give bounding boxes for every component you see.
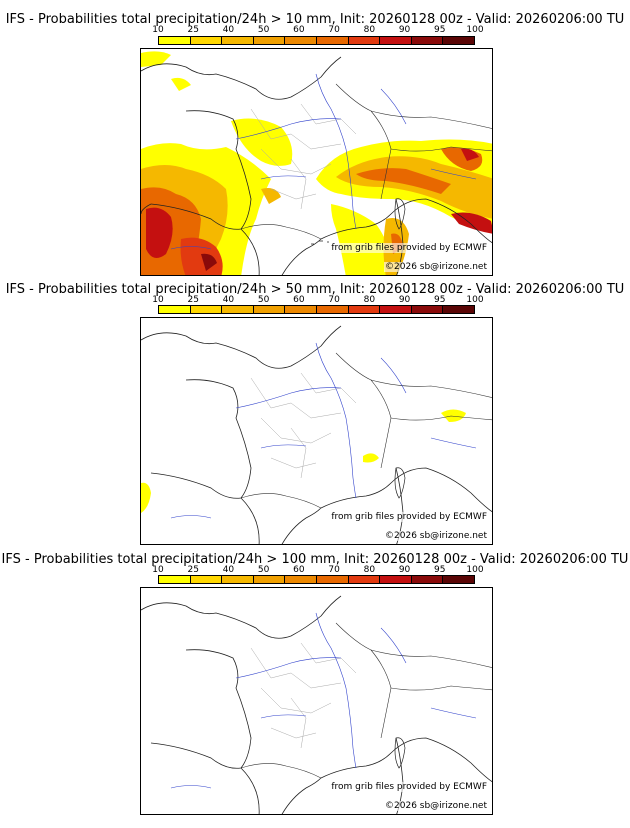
corsica: [394, 467, 406, 499]
credit-copyright: ©2026 sb@irizone.net: [384, 531, 488, 541]
colorbar-tick-label: 70: [328, 295, 340, 305]
colorbar-cell: [253, 37, 286, 44]
colorbar-cell: [316, 576, 349, 583]
regions: [250, 372, 357, 479]
colorbar-tick-label: 25: [187, 565, 199, 575]
colorbar: [158, 305, 475, 314]
colorbar-tick-label: 50: [257, 295, 270, 305]
colorbar-tick-label: 40: [222, 25, 235, 35]
credit-source: from grib files provided by ECMWF: [330, 512, 488, 522]
colorbar-tick-label: 95: [434, 25, 446, 35]
colorbar-cell: [348, 306, 381, 313]
colorbar: [158, 36, 475, 45]
map-graphic: [141, 325, 492, 544]
colorbar-cell: [411, 37, 444, 44]
precip-field: [141, 51, 492, 275]
colorbar-tick-label: 90: [398, 565, 411, 575]
colorbar-cell: [348, 37, 381, 44]
balearic-islands: [311, 240, 329, 245]
regions: [250, 642, 357, 749]
colorbar-tick-label: 80: [363, 565, 376, 575]
colorbar-cell: [190, 306, 223, 313]
colorbar-cell: [285, 37, 317, 44]
colorbar-tick-label: 50: [257, 565, 270, 575]
credit-source: from grib files provided by ECMWF: [330, 243, 488, 253]
colorbar-cell: [159, 37, 191, 44]
colorbar-tick-label: 80: [363, 295, 376, 305]
colorbar-tick-label: 50: [257, 25, 270, 35]
colorbar-cell: [159, 306, 191, 313]
colorbar-tick-label: 100: [466, 565, 484, 575]
colorbar-cell: [253, 306, 286, 313]
corsica: [394, 198, 406, 230]
rivers: [170, 73, 477, 250]
colorbar-tick-label: 40: [222, 295, 235, 305]
colorbar-tick-label: 40: [222, 565, 235, 575]
precip-field: [141, 409, 466, 513]
colorbar-cell: [285, 306, 317, 313]
colorbar-cell: [443, 306, 474, 313]
colorbar-cell: [222, 576, 254, 583]
map-10mm: from grib files provided by ECMWF ©2026 …: [140, 48, 493, 276]
map-100mm: from grib files provided by ECMWF ©2026 …: [140, 587, 493, 815]
colorbar-cell: [443, 576, 474, 583]
colorbar-cell: [316, 306, 349, 313]
colorbar-tick-label: 10: [152, 565, 164, 575]
borders: [240, 352, 492, 509]
credit-copyright: ©2026 sb@irizone.net: [384, 801, 488, 811]
colorbar-cell: [411, 576, 444, 583]
colorbar-tick-label: 80: [363, 25, 376, 35]
colorbar-tick-label: 60: [293, 295, 305, 305]
colorbar-tick-label: 25: [187, 25, 199, 35]
colorbar-cell: [285, 576, 317, 583]
colorbar-cell: [222, 306, 254, 313]
colorbar-cell: [380, 576, 412, 583]
map-graphic: [141, 51, 492, 275]
colorbar-tick-label: 90: [398, 295, 411, 305]
colorbar-ticks: 10 25 40 50 60 70 80 90 95 100: [152, 25, 483, 37]
colorbar-cell: [190, 576, 223, 583]
colorbar-tick-label: 100: [466, 25, 484, 35]
map-graphic: [141, 595, 492, 814]
borders: [240, 83, 492, 240]
panel-title: IFS - Probabilities total precipitation/…: [5, 282, 625, 297]
colorbar-tick-label: 25: [187, 295, 199, 305]
panel-title: IFS - Probabilities total precipitation/…: [5, 12, 625, 27]
credit-source: from grib files provided by ECMWF: [330, 782, 488, 792]
rivers: [170, 612, 477, 789]
colorbar-cell: [222, 37, 254, 44]
colorbar-cell: [253, 576, 286, 583]
regions: [250, 103, 357, 210]
colorbar: [158, 575, 475, 584]
corsica: [394, 737, 406, 769]
colorbar-tick-label: 10: [152, 25, 164, 35]
colorbar-cell: [380, 37, 412, 44]
map-50mm: from grib files provided by ECMWF ©2026 …: [140, 317, 493, 545]
colorbar-tick-label: 90: [398, 25, 411, 35]
colorbar-tick-label: 60: [293, 25, 305, 35]
borders: [240, 622, 492, 779]
colorbar-tick-label: 60: [293, 565, 305, 575]
colorbar-cell: [443, 37, 474, 44]
colorbar-tick-label: 10: [152, 295, 164, 305]
colorbar-tick-label: 95: [434, 295, 446, 305]
colorbar-cell: [316, 37, 349, 44]
colorbar-cell: [348, 576, 381, 583]
panel-title: IFS - Probabilities total precipitation/…: [1, 552, 629, 567]
colorbar-cell: [411, 306, 444, 313]
colorbar-ticks: 10 25 40 50 60 70 80 90 95 100: [152, 295, 483, 307]
colorbar-cell: [190, 37, 223, 44]
colorbar-tick-label: 95: [434, 565, 446, 575]
colorbar-tick-label: 100: [466, 295, 484, 305]
colorbar-cell: [380, 306, 412, 313]
colorbar-tick-label: 70: [328, 565, 340, 575]
credit-copyright: ©2026 sb@irizone.net: [384, 262, 488, 272]
colorbar-cell: [159, 576, 191, 583]
colorbar-ticks: 10 25 40 50 60 70 80 90 95 100: [152, 565, 483, 577]
colorbar-tick-label: 70: [328, 25, 340, 35]
rivers: [170, 342, 477, 519]
